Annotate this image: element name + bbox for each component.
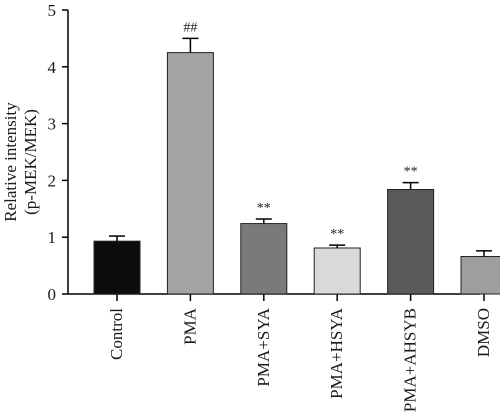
significance-labels-group: ## ** ** ** [183, 20, 417, 242]
x-category-label: PMA [180, 307, 199, 345]
significance-label: ** [330, 227, 344, 242]
category-labels-group: Control PMA PMA+SYA PMA+HSYA PMA+AHSYB DMSO [107, 307, 493, 412]
y-axis-title-line2: (p-MEK/MEK) [21, 109, 40, 215]
bars-group [93, 52, 500, 295]
y-tick-label: 4 [48, 58, 57, 77]
x-axis [68, 293, 485, 301]
error-bars-group [109, 37, 492, 257]
x-category-label: DMSO [474, 308, 493, 357]
x-category-label: PMA+AHSYB [401, 308, 420, 412]
y-tick-label: 2 [48, 171, 57, 190]
y-tick-label: 5 [48, 1, 57, 20]
bar [313, 247, 361, 295]
bar [166, 52, 214, 295]
x-category-label: Control [107, 308, 126, 360]
bar [240, 223, 288, 295]
bar [93, 240, 141, 295]
bar [387, 188, 435, 295]
x-category-label: PMA+HSYA [327, 307, 346, 399]
x-category-label: PMA+SYA [254, 307, 273, 386]
y-tick-label: 1 [48, 228, 57, 247]
y-tick-label: 3 [48, 115, 57, 134]
bar [460, 256, 500, 295]
y-tick-label: 0 [48, 285, 57, 304]
significance-label: ## [183, 20, 197, 35]
significance-label: ** [257, 201, 271, 216]
y-axis: 0 1 2 3 4 5 [48, 1, 69, 304]
y-axis-title-line1: Relative intensity [1, 102, 20, 222]
significance-label: ** [404, 165, 418, 180]
